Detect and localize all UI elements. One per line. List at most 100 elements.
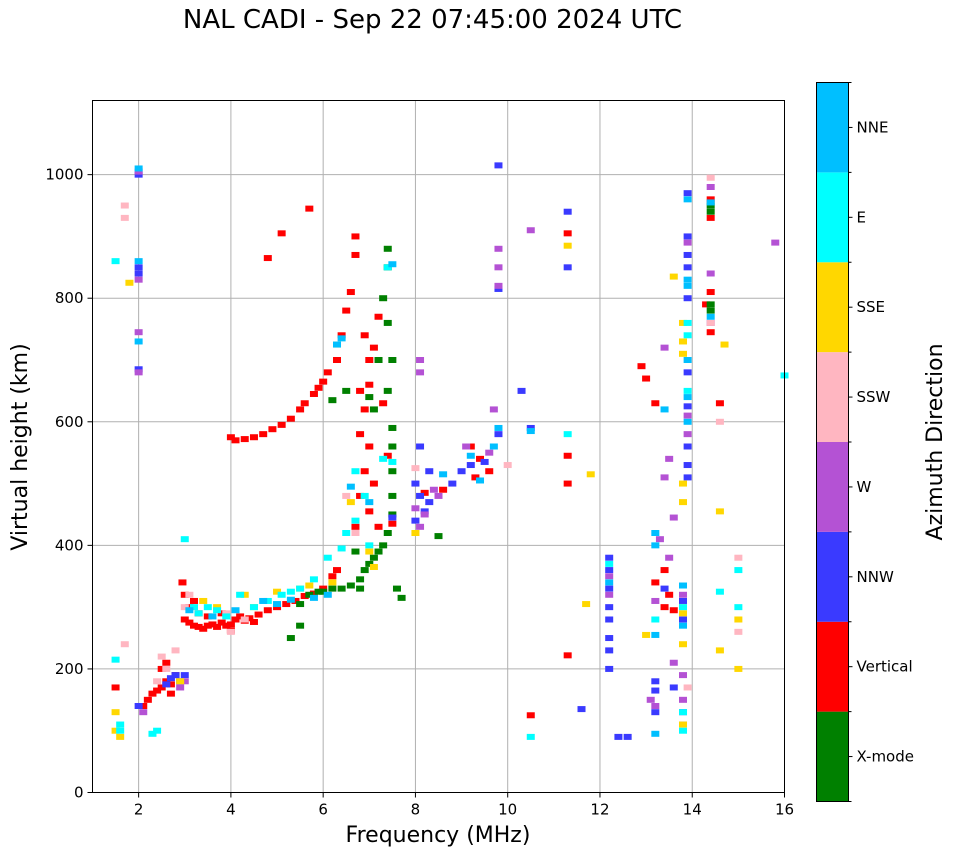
data-point <box>351 233 360 240</box>
data-point <box>683 369 692 376</box>
data-point <box>305 591 314 598</box>
colorbar-tick-label: NNW <box>857 568 894 586</box>
data-point <box>323 369 332 376</box>
data-point <box>660 604 669 611</box>
x-tick-label: 10 <box>498 801 517 819</box>
data-point <box>351 523 360 530</box>
data-point <box>180 591 189 598</box>
data-point <box>171 647 180 654</box>
colorbar: X-mode Vertical NNW W SSW SSE E NNE <box>816 82 914 802</box>
data-point <box>134 366 143 373</box>
data-point <box>683 332 692 339</box>
data-point <box>679 591 688 598</box>
data-point <box>683 462 692 469</box>
data-point <box>111 656 120 663</box>
data-point <box>679 350 688 357</box>
y-tick-label: 800 <box>55 289 84 307</box>
data-point <box>651 597 660 604</box>
data-point <box>669 273 678 280</box>
data-point <box>706 319 715 326</box>
data-point <box>669 684 678 691</box>
data-point <box>166 681 175 688</box>
data-point <box>203 613 212 620</box>
grid-lines <box>92 100 785 793</box>
data-point <box>706 329 715 336</box>
data-point <box>203 622 212 629</box>
data-point <box>328 397 337 404</box>
data-point <box>337 335 346 342</box>
data-point <box>642 375 651 382</box>
data-point <box>180 536 189 543</box>
data-point <box>715 418 724 425</box>
data-point <box>715 508 724 515</box>
data-point <box>309 576 318 583</box>
data-point <box>365 508 374 515</box>
data-point <box>434 492 443 499</box>
data-point <box>222 613 231 620</box>
data-point <box>178 579 187 586</box>
data-point <box>153 687 162 694</box>
y-tick-label: 600 <box>55 413 84 431</box>
data-point <box>416 492 425 499</box>
data-point <box>346 499 355 506</box>
data-point <box>346 582 355 589</box>
data-point <box>651 703 660 709</box>
data-point <box>420 511 429 518</box>
data-point <box>411 465 420 472</box>
data-point <box>494 162 503 169</box>
data-point <box>665 591 674 598</box>
data-point <box>517 387 526 394</box>
data-point <box>679 727 688 734</box>
data-point <box>226 621 235 628</box>
data-point <box>683 264 692 271</box>
data-point <box>485 449 494 456</box>
data-point <box>148 730 157 737</box>
data-point <box>679 709 688 716</box>
data-point <box>309 594 318 601</box>
data-point <box>605 585 614 592</box>
data-point <box>300 593 309 600</box>
data-point <box>189 604 198 611</box>
y-tick-label: 400 <box>55 536 84 554</box>
data-point <box>199 625 208 632</box>
data-point <box>706 313 715 320</box>
data-point <box>679 480 688 487</box>
data-point <box>365 499 374 506</box>
data-point <box>471 474 480 481</box>
data-point <box>176 678 185 685</box>
series-e <box>111 258 789 740</box>
data-point <box>222 622 231 629</box>
data-point <box>480 458 489 465</box>
data-point <box>213 623 222 630</box>
data-point <box>134 264 143 271</box>
data-point <box>379 455 388 462</box>
data-point <box>213 604 222 611</box>
colorbar-tick-label: NNE <box>857 118 889 136</box>
data-point <box>563 431 572 438</box>
series-vertical <box>111 196 724 719</box>
data-point <box>346 483 355 490</box>
data-point <box>706 202 715 209</box>
data-point <box>249 604 258 611</box>
data-point <box>134 171 143 178</box>
data-point <box>439 471 448 478</box>
data-point <box>351 251 360 258</box>
data-point <box>356 576 365 583</box>
data-point <box>651 616 660 623</box>
data-point <box>637 363 646 370</box>
data-point <box>605 591 614 598</box>
data-point <box>319 588 328 595</box>
data-point <box>157 653 166 660</box>
data-point <box>734 665 743 672</box>
data-point <box>351 468 360 475</box>
data-point <box>706 174 715 181</box>
data-point <box>420 508 429 515</box>
data-point <box>425 499 434 506</box>
data-point <box>134 276 143 283</box>
data-point <box>337 332 346 339</box>
data-point <box>679 721 688 728</box>
series-ssw <box>120 174 743 691</box>
data-point <box>379 295 388 302</box>
data-point <box>346 289 355 296</box>
data-point <box>226 434 235 441</box>
